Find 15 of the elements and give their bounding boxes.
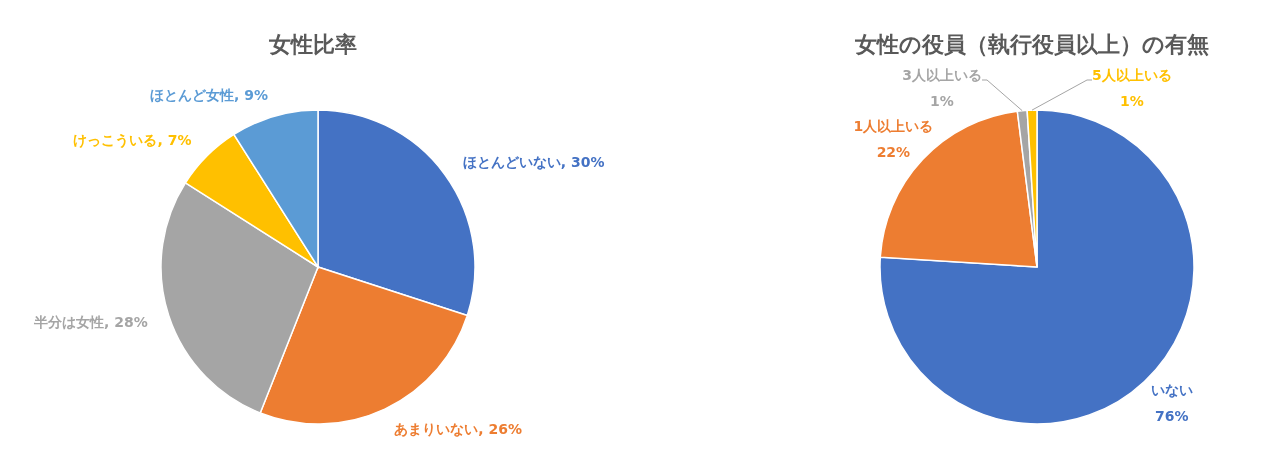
slice-label: あまりいない, 26%	[394, 420, 522, 437]
slice-label: 半分は女性, 28%	[33, 314, 148, 331]
data-label: 22%	[876, 143, 911, 160]
slice-label: けっこういる, 7%	[73, 132, 192, 150]
slice-label: 5人以上いる	[1092, 67, 1172, 83]
slice-label: ほとんどいない, 30%	[462, 153, 605, 170]
slice-label: ほとんど女性, 9%	[150, 87, 269, 104]
chart-title: 女性比率	[268, 31, 358, 59]
data-label: 1%	[1120, 93, 1144, 109]
slice-label: 3人以上いる	[902, 67, 982, 83]
chart-title: 女性の役員（執行役員以上）の有無	[854, 31, 1210, 59]
data-label: 76%	[1155, 408, 1189, 425]
data-label: 1%	[930, 93, 954, 109]
slice-label: いない	[1150, 382, 1193, 399]
slice-label: 1人以上いる	[853, 117, 934, 134]
